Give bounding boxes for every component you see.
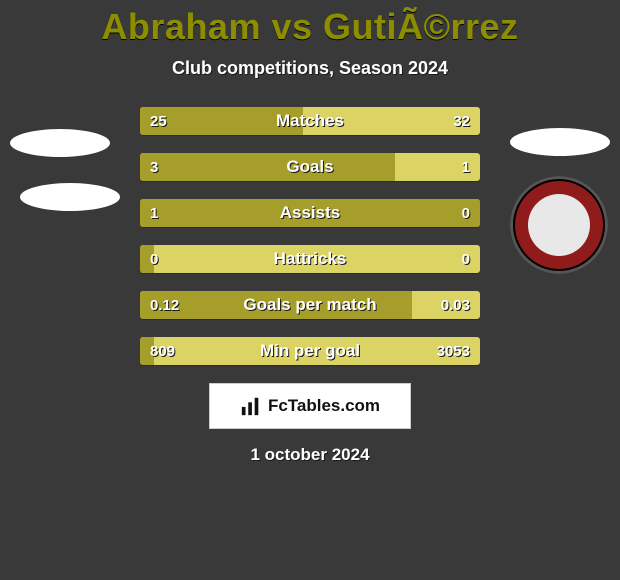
stat-value-right: 32 [443, 107, 480, 135]
stat-value-right: 0 [452, 245, 480, 273]
right-club-badge [510, 176, 608, 274]
stat-value-right: 3053 [427, 337, 480, 365]
stat-row-matches: 25 Matches 32 [140, 107, 480, 135]
stat-value-left: 809 [140, 337, 185, 365]
stat-value-right: 0.03 [431, 291, 480, 319]
stat-fill-left [140, 199, 480, 227]
attribution-watermark[interactable]: FcTables.com [209, 383, 411, 429]
stat-row-hattricks: 0 Hattricks 0 [140, 245, 480, 273]
stat-row-goals: 3 Goals 1 [140, 153, 480, 181]
stat-row-min-per-goal: 809 Min per goal 3053 [140, 337, 480, 365]
stat-value-left: 25 [140, 107, 177, 135]
stat-row-assists: 1 Assists 0 [140, 199, 480, 227]
stat-value-left: 0 [140, 245, 168, 273]
stat-value-left: 0.12 [140, 291, 189, 319]
stat-value-left: 1 [140, 199, 168, 227]
left-badge-ellipse [20, 183, 120, 211]
sub-headline: Club competitions, Season 2024 [0, 58, 620, 79]
footer-date: 1 october 2024 [0, 445, 620, 465]
stat-value-right: 1 [452, 153, 480, 181]
stat-row-goals-per-match: 0.12 Goals per match 0.03 [140, 291, 480, 319]
stats-container: 25 Matches 32 3 Goals 1 1 Assists 0 0 Ha… [140, 107, 480, 365]
stat-fill-left [140, 153, 395, 181]
stat-value-right: 0 [452, 199, 480, 227]
bar-chart-icon [240, 395, 262, 417]
widget-root: Abraham vs GutiÃ©rrez Club competitions,… [0, 6, 620, 580]
headline: Abraham vs GutiÃ©rrez [0, 6, 620, 48]
attribution-text: FcTables.com [268, 396, 380, 416]
stat-value-left: 3 [140, 153, 168, 181]
left-badge-ellipse [10, 129, 110, 157]
stat-label: Hattricks [140, 245, 480, 273]
